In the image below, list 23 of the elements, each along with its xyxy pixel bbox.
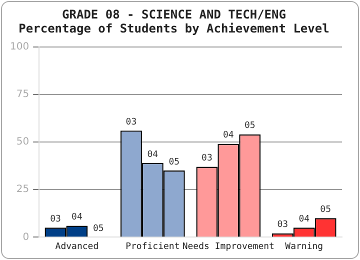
text: 04 <box>298 214 310 225</box>
text: 03 <box>202 154 212 164</box>
x-tick-label: Warning <box>285 242 324 252</box>
chart-title: GRADE 08 - SCIENCE AND TECH/ENG <box>62 7 286 22</box>
y-tick-label: 0 <box>22 232 30 243</box>
y-tick-label: 25 <box>16 184 30 196</box>
series-label: 03 <box>50 214 61 225</box>
series-label: 04 <box>72 212 82 223</box>
text: 04 <box>147 150 158 160</box>
x-tick-label: Advanced <box>55 242 99 252</box>
x-tick-label: Needs Improvement <box>182 242 274 252</box>
chart-subtitle: Percentage of Students by Achievement Level <box>18 22 330 36</box>
y-tick-label: 100 <box>10 41 30 52</box>
x-tick-label: Proficient <box>126 242 180 252</box>
y-tick-label: 50 <box>16 136 30 148</box>
text: 05 <box>92 224 104 234</box>
series-label: 05 <box>168 157 180 168</box>
text: 04 <box>222 130 234 141</box>
y-tick-label: 75 <box>16 88 30 100</box>
text: 05 <box>244 121 256 132</box>
text: 03 <box>126 117 137 128</box>
text: 03 <box>277 220 288 230</box>
text: 05 <box>320 205 332 216</box>
